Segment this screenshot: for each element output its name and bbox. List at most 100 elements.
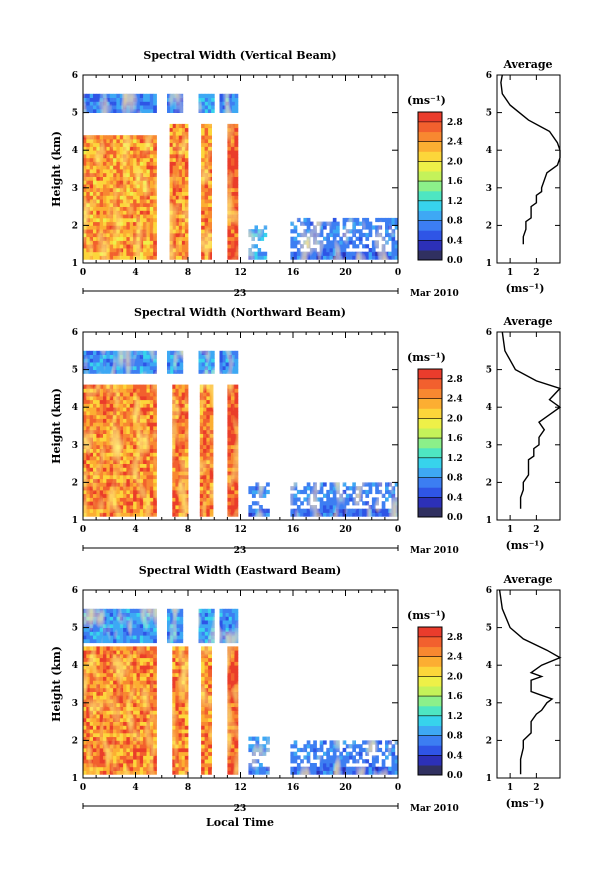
- heatmap-cell: [199, 370, 203, 374]
- heatmap-cell: [229, 355, 233, 359]
- heatmap-cell: [201, 763, 205, 767]
- colorbar-tick-label: 2.0: [447, 414, 463, 424]
- heatmap-cell: [103, 366, 107, 370]
- heatmap-cell: [227, 165, 231, 169]
- heatmap-cell: [140, 631, 144, 635]
- heatmap-cell: [172, 763, 176, 767]
- heatmap-cell: [93, 437, 97, 441]
- heatmap-cell: [227, 195, 231, 199]
- heatmap-cell: [86, 434, 90, 438]
- heatmap-cell: [113, 139, 117, 143]
- colorbar-swatch: [418, 161, 442, 171]
- colorbar-swatches: 0.00.40.81.21.62.02.42.8: [418, 369, 463, 523]
- heatmap-cell: [103, 210, 107, 214]
- heatmap-cell: [208, 128, 212, 132]
- heatmap-cell: [150, 673, 154, 677]
- heatmap-cell: [86, 722, 90, 726]
- heatmap-cell: [185, 237, 189, 241]
- heatmap-cell: [116, 767, 120, 771]
- heatmap-cell: [96, 233, 100, 237]
- heatmap-cell: [130, 195, 134, 199]
- heatmap-cell: [133, 94, 137, 98]
- heatmap-cell: [202, 94, 206, 98]
- heatmap-cell: [231, 475, 235, 479]
- heatmap-cell: [93, 426, 97, 430]
- heatmap-cell: [96, 609, 100, 613]
- heatmap-cell: [130, 184, 134, 188]
- heatmap-cell: [182, 128, 186, 132]
- heatmap-cell: [83, 748, 87, 752]
- heatmap-cell: [140, 494, 144, 498]
- heatmap-cell: [147, 482, 151, 486]
- heatmap-cell: [103, 396, 107, 400]
- heatmap-cell: [123, 445, 127, 449]
- heatmap-cell: [388, 490, 392, 494]
- heatmap-cell: [90, 452, 94, 456]
- heatmap-cell: [201, 710, 205, 714]
- heatmap-cell: [106, 680, 110, 684]
- heatmap-cell: [205, 729, 209, 733]
- heatmap-cell: [359, 222, 363, 226]
- colorbar-swatch: [418, 132, 442, 142]
- heatmap-cell: [153, 613, 157, 617]
- heatmap-cell: [110, 248, 114, 252]
- heatmap-cell: [356, 486, 360, 490]
- heatmap-cell: [137, 370, 141, 374]
- heatmap-cell: [93, 248, 97, 252]
- heatmap-cell: [106, 654, 110, 658]
- heatmap-cell: [172, 437, 176, 441]
- heatmap-cell: [205, 366, 209, 370]
- heatmap-cell: [96, 385, 100, 389]
- heatmap-cell: [143, 154, 147, 158]
- heatmap-cell: [123, 434, 127, 438]
- heatmap-cell: [297, 248, 301, 252]
- heatmap-cell: [137, 722, 141, 726]
- heatmap-cell: [137, 135, 141, 139]
- heatmap-cell: [116, 180, 120, 184]
- heatmap-cell: [356, 229, 360, 233]
- heatmap-cell: [116, 203, 120, 207]
- heatmap-cell: [143, 422, 147, 426]
- heatmap-cell: [378, 513, 382, 517]
- heatmap-cell: [130, 628, 134, 632]
- heatmap-cell: [229, 366, 233, 370]
- heatmap-cell: [106, 673, 110, 677]
- heatmap-cell: [113, 109, 117, 113]
- heatmap-cell: [173, 199, 177, 203]
- heatmap-cell: [106, 763, 110, 767]
- heatmap-cell: [231, 240, 235, 244]
- heatmap-cell: [143, 733, 147, 737]
- heatmap-cell: [133, 177, 137, 181]
- heatmap-cell: [96, 725, 100, 729]
- heatmap-cell: [229, 358, 233, 362]
- heatmap-cell: [227, 479, 231, 483]
- heatmap-cell: [185, 199, 189, 203]
- heatmap-cell: [150, 218, 154, 222]
- heatmap-cell: [201, 124, 205, 128]
- heatmap-cell: [153, 411, 157, 415]
- heatmap-cell: [303, 229, 307, 233]
- heatmap-cell: [227, 169, 231, 173]
- heatmap-cell: [86, 650, 90, 654]
- avg-y-tick-label: 5: [486, 366, 492, 376]
- heatmap-cell: [255, 256, 259, 260]
- heatmap-cell: [93, 613, 97, 617]
- heatmap-cell: [182, 207, 186, 211]
- heatmap-cell: [90, 385, 94, 389]
- heatmap-cell: [205, 158, 209, 162]
- heatmap-cell: [153, 654, 157, 658]
- heatmap-cell: [175, 714, 179, 718]
- heatmap-cell: [93, 244, 97, 248]
- heatmap-cell: [173, 162, 177, 166]
- heatmap-cell: [110, 165, 114, 169]
- heatmap-cell: [133, 403, 137, 407]
- heatmap-cell: [143, 366, 147, 370]
- heatmap-cell: [382, 252, 386, 256]
- heatmap-cell: [130, 177, 134, 181]
- heatmap-cell: [176, 362, 180, 366]
- heatmap-cell: [100, 207, 104, 211]
- heatmap-cell: [234, 475, 238, 479]
- heatmap-cell: [172, 737, 176, 741]
- heatmap-cell: [173, 635, 177, 639]
- heatmap-cell: [210, 415, 214, 419]
